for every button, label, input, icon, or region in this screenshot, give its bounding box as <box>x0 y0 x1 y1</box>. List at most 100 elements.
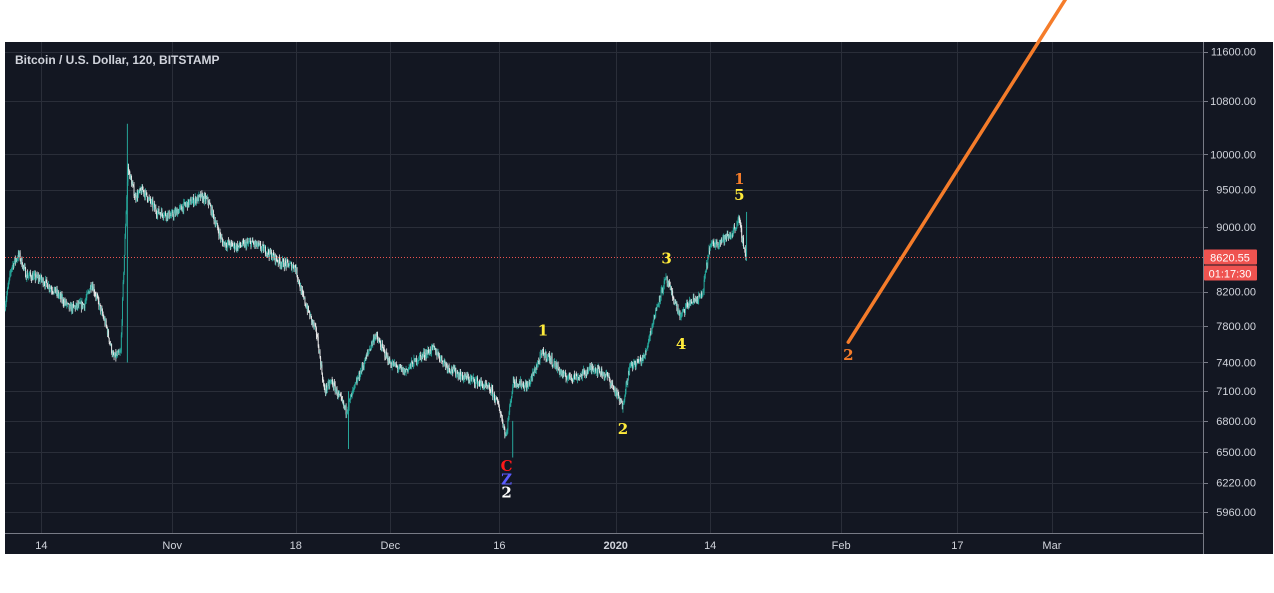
candle-body <box>315 326 317 328</box>
candle-body <box>369 348 371 351</box>
candle-body <box>730 236 732 238</box>
candle-body <box>567 377 569 379</box>
candle-body <box>120 334 122 352</box>
candle-body <box>42 278 44 280</box>
candle-body <box>388 361 389 365</box>
candle-body <box>102 310 103 315</box>
candle-body <box>286 260 288 262</box>
candle-body <box>595 370 597 373</box>
candle-body <box>570 377 572 379</box>
candle-body <box>256 241 258 247</box>
candle-body <box>537 361 539 364</box>
candle-body <box>310 314 312 317</box>
candle-body <box>460 372 462 380</box>
candle-body <box>418 355 420 360</box>
candle-body <box>511 396 512 403</box>
candle-body <box>389 358 391 364</box>
candle-body <box>376 333 378 336</box>
candle-body <box>81 301 83 309</box>
candle-body <box>424 356 426 358</box>
candle-body <box>670 287 672 294</box>
candle-body <box>248 242 249 244</box>
candle-body <box>24 266 26 268</box>
candle-body <box>405 369 407 372</box>
candle-body <box>75 305 77 309</box>
candle-body <box>629 363 631 366</box>
candle-body <box>735 228 737 230</box>
candle-body <box>446 365 448 371</box>
candle-body <box>518 384 520 385</box>
candle-body <box>8 277 10 283</box>
candle-body <box>340 395 342 398</box>
candle-body <box>643 355 645 357</box>
candle-body <box>681 311 683 314</box>
candle-body <box>268 249 269 254</box>
candle-body <box>652 324 654 326</box>
candle-body <box>279 257 280 262</box>
candle-body <box>42 278 44 285</box>
candle-body <box>104 318 106 325</box>
candle-body <box>265 254 267 255</box>
candle-body <box>439 359 441 360</box>
candle-body <box>266 252 268 255</box>
candle-body <box>64 301 66 304</box>
candle-body <box>548 354 550 357</box>
candle-body <box>225 242 227 247</box>
candle-body <box>666 276 668 278</box>
candle-body <box>71 305 73 312</box>
candle-body <box>569 372 571 376</box>
candle-body <box>437 355 439 357</box>
candle-body <box>649 331 651 337</box>
candle-body <box>346 412 348 415</box>
candle-body <box>331 380 333 382</box>
candle-body <box>279 261 281 266</box>
candle-body <box>614 388 616 395</box>
candle-body <box>301 289 303 294</box>
candle-body <box>44 284 46 287</box>
candle-body <box>600 368 602 375</box>
candle-body <box>490 391 492 394</box>
candle-body <box>388 358 390 365</box>
candle-body <box>147 200 149 202</box>
candle-body <box>454 367 456 372</box>
candle-body <box>624 392 626 397</box>
candle-body <box>214 220 216 222</box>
candle-body <box>316 334 318 337</box>
candle-body <box>249 241 251 242</box>
candle-body <box>669 282 671 286</box>
candle-body <box>23 265 25 268</box>
candle-body <box>134 195 136 197</box>
candle-body <box>721 239 723 241</box>
candle-body <box>167 213 169 218</box>
candle-body <box>217 223 219 229</box>
x-axis[interactable]: 14 Nov 18 Dec 16 2020 14 Feb 17 Mar <box>35 540 1061 552</box>
candle-body <box>630 362 632 365</box>
candle-body <box>56 289 57 293</box>
candle-body <box>383 348 385 350</box>
candle-body <box>201 193 203 195</box>
candle-body <box>196 198 198 202</box>
candle-body <box>233 243 235 246</box>
candle-body <box>153 204 155 205</box>
candle-body <box>287 260 289 264</box>
candle-body <box>146 196 148 201</box>
y-axis[interactable]: 11600.00 10800.00 10000.00 9500.00 9000.00 82… <box>1203 47 1256 519</box>
candle-body <box>259 243 261 245</box>
candle-body <box>232 245 234 247</box>
candle-body <box>623 403 625 405</box>
candle-body <box>217 228 219 232</box>
candle-body <box>176 209 177 211</box>
candle-body <box>246 243 248 248</box>
candle-body <box>386 352 388 358</box>
candle-body <box>257 245 259 247</box>
candle-body <box>539 355 541 363</box>
y-tick-label: 6500.00 <box>1216 447 1256 459</box>
candle-body <box>200 194 202 199</box>
candle-body <box>32 274 34 280</box>
candle-body <box>429 349 431 355</box>
candle-body <box>737 222 738 225</box>
candle-body <box>380 343 382 347</box>
candle-body <box>681 313 683 315</box>
candle-body <box>419 355 421 356</box>
